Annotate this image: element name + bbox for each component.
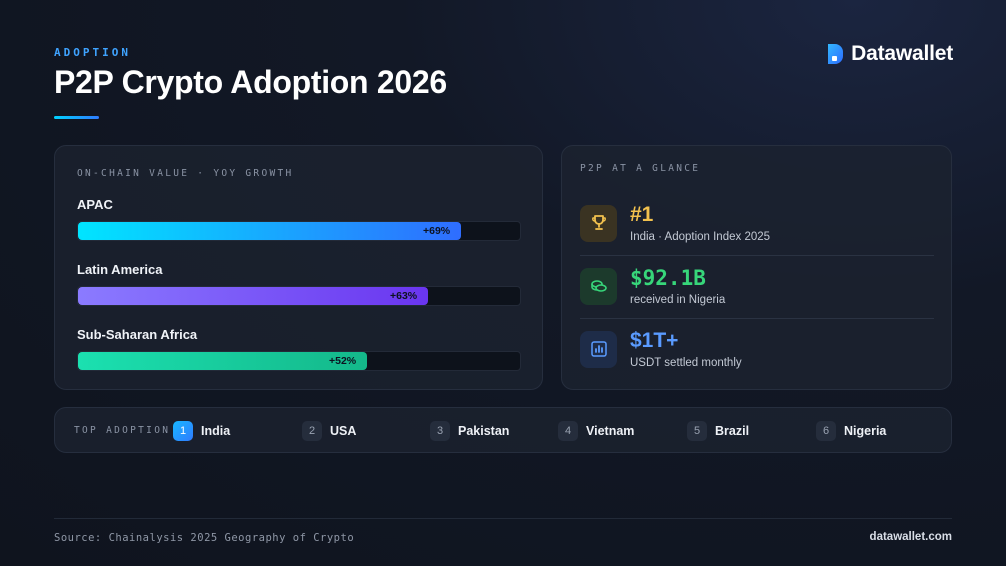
rank-item-pakistan[interactable]: 3 Pakistan (430, 421, 509, 441)
rank-number: 6 (816, 421, 836, 441)
bar-value-label: +69% (423, 225, 451, 237)
bar-row: Sub-Saharan Africa +52% (77, 327, 521, 371)
rank-item-vietnam[interactable]: 4 Vietnam (558, 421, 634, 441)
bar-category-label: Sub-Saharan Africa (77, 327, 198, 342)
bar-mark (78, 222, 461, 240)
divider (580, 318, 934, 319)
page-title: P2P Crypto Adoption 2026 (54, 64, 447, 100)
stat-caption: received in Nigeria (630, 294, 726, 306)
trophy-icon (591, 215, 606, 230)
stat-icon-box (580, 267, 617, 305)
source-note: Source: Chainalysis 2025 Geography of Cr… (54, 532, 355, 544)
divider (580, 255, 934, 256)
footer-divider (54, 518, 952, 519)
rank-country: Pakistan (458, 424, 510, 438)
rank-country: Nigeria (844, 424, 887, 438)
stat-icon-box (580, 330, 617, 368)
bar-chart-icon (590, 341, 607, 357)
rank-number: 5 (687, 421, 707, 441)
rank-item-brazil[interactable]: 5 Brazil (687, 421, 749, 441)
stat-rank: #1 India · Adoption Index 2025 (580, 195, 934, 251)
rank-country: Brazil (715, 424, 750, 438)
top-adoption-label: TOP ADOPTION (74, 425, 171, 436)
rank-country: USA (330, 424, 357, 438)
rank-number: 2 (302, 421, 322, 441)
top-adoption-strip: TOP ADOPTION 1 India 2 USA 3 Pakistan 4 … (54, 407, 952, 453)
stat-icon-box (580, 204, 617, 242)
stat-value: $1T+ (630, 329, 679, 352)
rank-number: 3 (430, 421, 450, 441)
bar-track: +69% (77, 221, 521, 241)
bar-value-label: +63% (390, 290, 418, 302)
growth-chart-card: ON-CHAIN VALUE · YOY GROWTH APAC +69% Lati… (54, 145, 543, 390)
bar-track: +52% (77, 351, 521, 371)
brand[interactable]: Datawallet (826, 42, 953, 66)
bar-mark (78, 287, 428, 305)
bar-category-label: APAC (77, 197, 113, 212)
bar-mark (78, 352, 367, 370)
coins-icon (590, 280, 607, 292)
footer-site-link[interactable]: datawallet.com (869, 531, 952, 543)
rank-country: Vietnam (586, 424, 635, 438)
chart-title: ON-CHAIN VALUE · YOY GROWTH (77, 168, 294, 179)
stat-caption: USDT settled monthly (630, 357, 742, 369)
glance-label: P2P AT A GLANCE (580, 163, 701, 174)
glance-card: P2P AT A GLANCE #1 India · Adoption Inde… (561, 145, 952, 390)
stat-caption: India · Adoption Index 2025 (630, 231, 771, 243)
datawallet-logo-icon (828, 44, 844, 64)
rank-item-nigeria[interactable]: 6 Nigeria (816, 421, 886, 441)
stat-value: $92.1B (630, 266, 706, 290)
section-eyebrow: ADOPTION (54, 46, 131, 59)
bar-row: Latin America +63% (77, 262, 521, 306)
rank-country: India (201, 424, 231, 438)
title-accent-line (54, 116, 99, 119)
bar-value-label: +52% (329, 355, 357, 367)
stat-value: #1 (630, 203, 654, 226)
stat-usdt: $1T+ USDT settled monthly (580, 321, 934, 377)
bar-track: +63% (77, 286, 521, 306)
rank-item-india[interactable]: 1 India (173, 421, 230, 441)
rank-item-usa[interactable]: 2 USA (302, 421, 356, 441)
brand-name: Datawallet (851, 42, 953, 65)
rank-number: 1 (173, 421, 193, 441)
bar-category-label: Latin America (77, 262, 163, 277)
rank-number: 4 (558, 421, 578, 441)
stat-nigeria: $92.1B received in Nigeria (580, 258, 934, 314)
bar-row: APAC +69% (77, 197, 521, 241)
